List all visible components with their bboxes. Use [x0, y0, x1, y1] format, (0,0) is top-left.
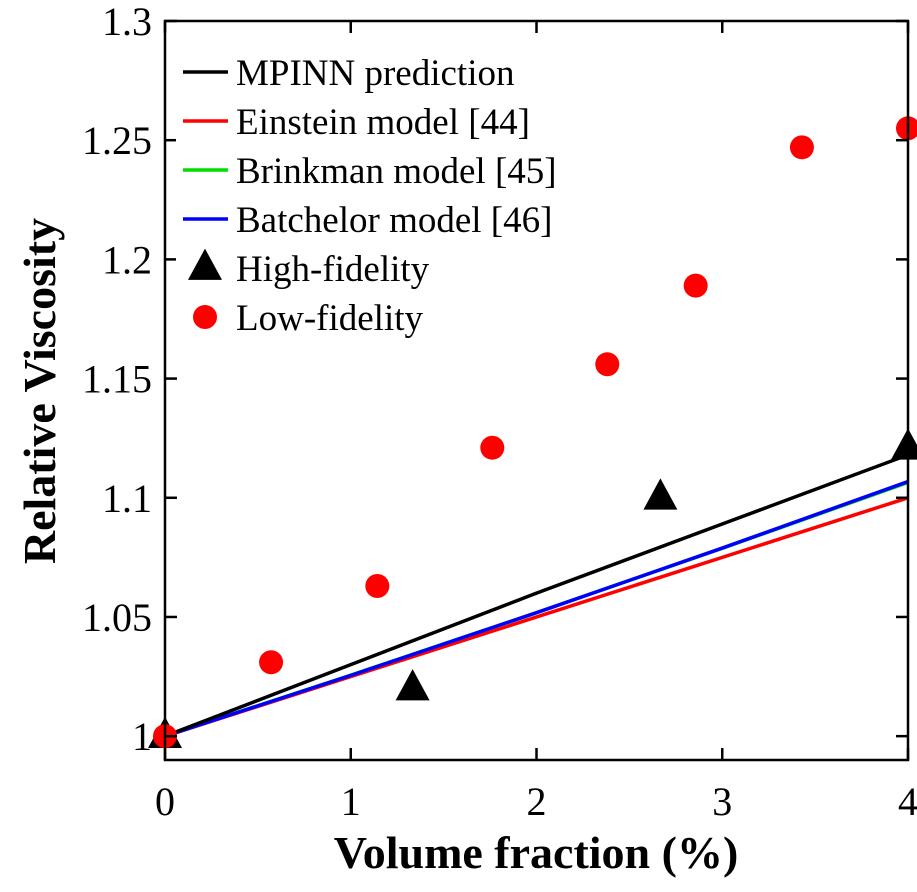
y-tick-label: 1.05	[82, 595, 152, 640]
plot-area	[148, 116, 917, 749]
low-fidelity-point	[896, 116, 917, 141]
y-tick-label: 1.15	[82, 357, 152, 402]
legend: MPINN prediction Einstein model [44] Brink…	[176, 42, 616, 347]
y-tick-label: 1.2	[102, 237, 152, 282]
low-fidelity-point	[595, 352, 620, 377]
legend-label-brinkman-model-45: Brinkman model [45]	[236, 151, 557, 192]
low-fidelity-point	[365, 573, 390, 598]
low-fidelity-point	[259, 650, 284, 675]
legend-background	[176, 42, 616, 347]
x-tick-label: 3	[712, 779, 732, 824]
series-line-batchelor-model-46	[164, 479, 909, 738]
legend-swatch-low-fidelity	[193, 305, 217, 329]
x-tick-label: 1	[341, 779, 361, 824]
y-tick-label: 1.3	[102, 0, 152, 44]
high-fidelity-point	[891, 428, 917, 460]
series-line-mpinn-prediction	[164, 453, 909, 738]
high-fidelity-point	[643, 478, 678, 510]
x-tick-label: 2	[527, 779, 547, 824]
legend-label-batchelor-model-46: Batchelor model [46]	[236, 200, 552, 241]
low-fidelity-point	[683, 273, 708, 298]
legend-label-low-fidelity: Low-fidelity	[236, 298, 424, 339]
x-tick-label: 0	[155, 779, 175, 824]
legend-label-high-fidelity: High-fidelity	[236, 249, 430, 290]
y-tick-label: 1.1	[102, 476, 152, 521]
legend-label-mpinn-prediction: MPINN prediction	[236, 53, 515, 94]
legend-swatch-high-fidelity	[188, 248, 222, 280]
x-tick-label: 4	[898, 779, 917, 824]
y-axis-title: Relative Viscosity	[14, 218, 65, 564]
axis-ticks: 0 1 2 3 411.051.11.151.21.251.3	[82, 0, 917, 824]
y-tick-label: 1.25	[82, 118, 152, 163]
low-fidelity-point	[480, 435, 505, 460]
low-fidelity-point	[789, 135, 814, 160]
legend-label-einstein-model-44: Einstein model [44]	[236, 102, 530, 143]
x-axis-title: Volume fraction (%)	[334, 827, 739, 878]
high-fidelity-point	[395, 669, 430, 701]
y-tick-label: 1	[132, 714, 152, 759]
